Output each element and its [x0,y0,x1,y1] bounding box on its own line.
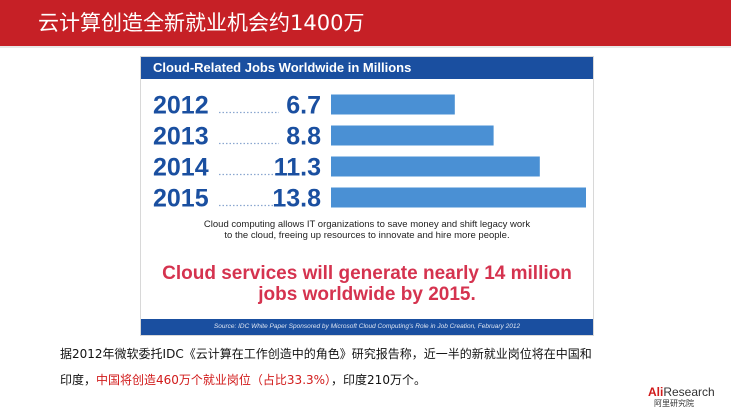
chart-panel: Cloud-Related Jobs Worldwide in Millions… [140,56,594,336]
chart-title: Cloud-Related Jobs Worldwide in Millions [153,60,412,75]
chart-title-bar: Cloud-Related Jobs Worldwide in Millions [141,57,593,79]
bar-chart: 2012 6.7 2013 8.8 2014 11.3 2015 13.8 [153,92,586,213]
body-text-line-2: 印度，中国将创造460万个就业岗位（占比33.3%），印度210万个。 [60,372,426,388]
value-label: 6.7 [286,92,321,120]
source-bar: Source: IDC White Paper Sponsored by Mic… [141,319,593,335]
page-title: 云计算创造全新就业机会约1400万 [38,11,365,35]
body-text-highlight: 中国将创造460万个就业岗位（占比33.3%） [96,373,332,387]
aliresearch-logo: AliResearch 阿里研究院 [648,386,728,410]
chart-caption: Cloud computing allows IT organizations … [203,219,531,241]
bar [331,156,540,177]
logo-subtitle: 阿里研究院 [654,399,694,408]
body-text-suffix: ，印度210万个。 [331,373,426,387]
logo-ali: Ali [648,385,664,399]
category-label: 2013 [153,123,209,151]
chart-source: Source: IDC White Paper Sponsored by Mic… [213,323,521,330]
value-label: 13.8 [272,185,321,213]
logo-research: Research [663,385,715,399]
body-text-line-1: 据2012年微软委托IDC《云计算在工作创造中的角色》研究报告称，近一半的新就业… [60,347,592,361]
bar [331,125,494,146]
chart-headline: Cloud services will generate nearly 14 m… [162,263,572,305]
value-label: 11.3 [274,154,321,182]
category-label: 2015 [153,185,209,213]
bar [331,187,586,208]
logo-wordmark: AliResearch [648,386,715,399]
header-bar: 云计算创造全新就业机会约1400万 [0,0,731,46]
header-divider [0,46,731,48]
body-text-prefix: 印度， [60,373,97,387]
category-label: 2014 [153,154,209,182]
category-label: 2012 [153,92,209,120]
bar [331,94,455,115]
value-label: 8.8 [286,123,321,151]
